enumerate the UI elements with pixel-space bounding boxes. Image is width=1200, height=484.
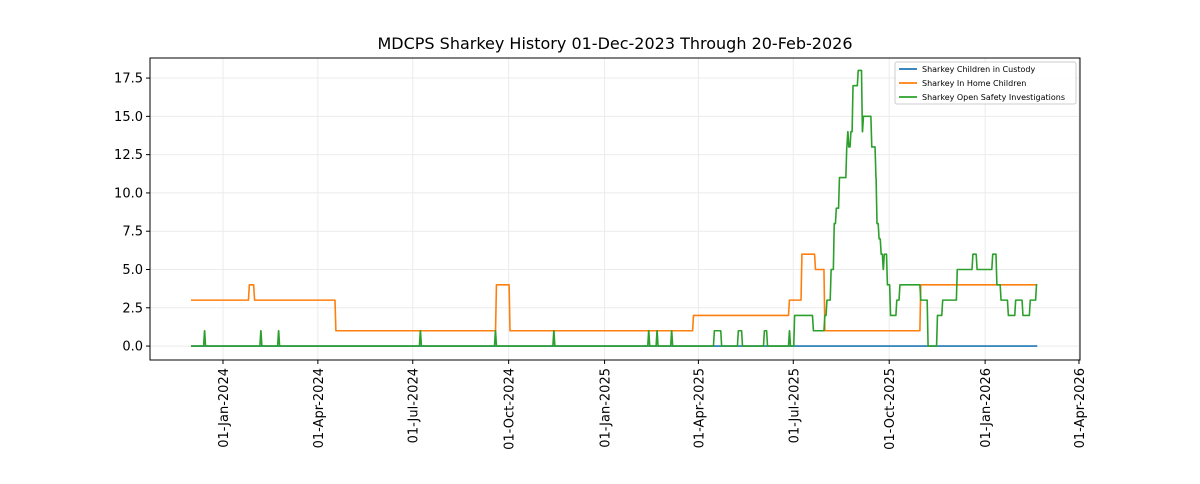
series-line-2 [190,69,1038,347]
y-tick-label: 12.5 [114,148,143,163]
y-tick-label: 5.0 [122,263,143,278]
x-tick-label: 01-Jan-2025 [599,368,614,448]
series-lines [190,69,1038,347]
legend-label-1: Sharkey In Home Children [922,79,1026,88]
x-tick-label: 01-Apr-2025 [692,368,707,448]
x-tick-label: 01-Jan-2026 [979,368,994,448]
series-line-1 [190,253,1038,332]
y-axis: 0.0 2.5 5.0 7.5 10.0 12.5 15.0 17.5 [114,72,150,355]
x-tick-label: 01-Apr-2024 [312,368,327,448]
plot-frame [149,57,1081,361]
y-tick-label: 0.0 [122,340,143,355]
x-tick-label: 01-Apr-2026 [1073,368,1088,448]
y-tick-label: 17.5 [114,72,143,87]
chart-title: MDCPS Sharkey History 01-Dec-2023 Throug… [377,34,852,53]
legend-box [894,61,1077,105]
x-tick-label: 01-Oct-2025 [883,368,898,450]
x-axis: 01-Jan-2024 01-Apr-2024 01-Jul-2024 01-Oct-… [217,360,1088,450]
legend: Sharkey Children in Custody Sharkey In Ho… [894,61,1077,105]
x-tick-label: 01-Oct-2024 [503,368,518,450]
y-tick-label: 2.5 [122,301,143,316]
legend-label-2: Sharkey Open Safety Investigations [922,93,1065,102]
y-tick-label: 15.0 [114,110,143,125]
y-tick-label: 7.5 [122,225,143,240]
x-tick-label: 01-Jul-2025 [787,368,802,443]
x-tick-label: 01-Jan-2024 [217,368,232,448]
legend-label-0: Sharkey Children in Custody [922,65,1035,74]
y-tick-label: 10.0 [114,186,143,201]
x-tick-label: 01-Jul-2024 [407,368,422,443]
